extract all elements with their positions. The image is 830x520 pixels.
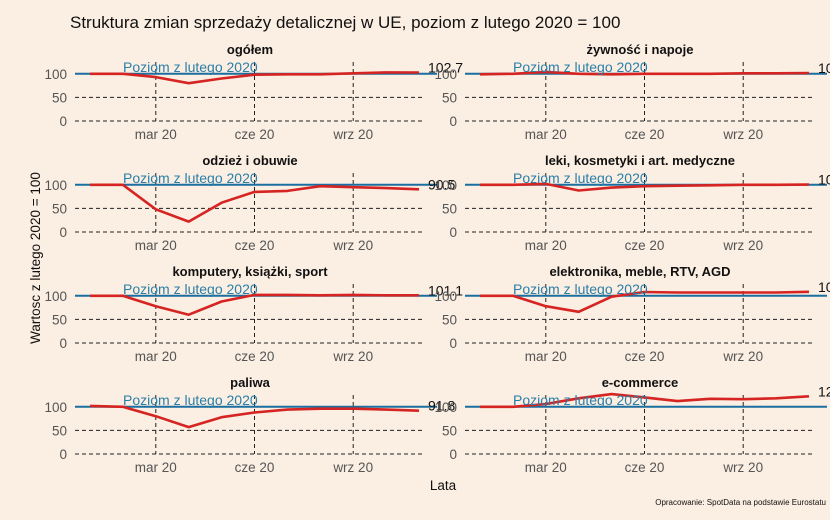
y-tick-label: 100 <box>44 289 67 304</box>
facet-title: ogółem <box>227 42 273 57</box>
reference-label: Poziom z lutego 2020 <box>123 392 258 408</box>
end-value-label: 91.8 <box>428 398 455 414</box>
y-tick-label: 100 <box>44 67 67 82</box>
x-tick-label: cze 20 <box>235 238 275 253</box>
series-line <box>480 290 810 314</box>
reference-label: Poziom z lutego 2020 <box>123 170 258 186</box>
x-tick-label: cze 20 <box>235 460 275 475</box>
x-tick-label: cze 20 <box>625 238 665 253</box>
y-tick-label: 50 <box>442 312 457 327</box>
x-tick-label: wrz 20 <box>722 238 763 253</box>
x-tick-label: mar 20 <box>135 460 177 475</box>
y-tick-label: 0 <box>449 336 457 351</box>
facet-title: paliwa <box>230 375 271 390</box>
y-tick-label: 0 <box>59 336 67 351</box>
end-value-label: 101.7 <box>818 60 830 76</box>
y-tick-label: 50 <box>52 90 67 105</box>
end-value-label: 122.2 <box>818 383 830 399</box>
series-line <box>90 183 420 223</box>
reference-label: Poziom z lutego 2020 <box>123 281 258 297</box>
x-tick-label: wrz 20 <box>722 349 763 364</box>
end-value-label: 108.4 <box>818 279 830 295</box>
x-tick-label: mar 20 <box>525 238 567 253</box>
x-tick-label: wrz 20 <box>332 349 373 364</box>
x-tick-label: cze 20 <box>235 349 275 364</box>
facet-panel: żywność i napoje 0 50 100 mar 20 cze 20 wrz 20… <box>434 42 830 142</box>
series-line <box>479 70 810 76</box>
end-value-label: 101.1 <box>428 282 463 298</box>
y-tick-label: 100 <box>434 289 457 304</box>
facet-panel: elektronika, meble, RTV, AGD 0 50 100 mar 20… <box>434 264 830 364</box>
facet-panel: komputery, książki, sport 0 50 100 mar 20 cze… <box>44 264 463 364</box>
y-tick-label: 0 <box>59 114 67 129</box>
x-tick-label: mar 20 <box>525 460 567 475</box>
y-tick-label: 100 <box>434 178 457 193</box>
series-line <box>90 293 419 317</box>
x-tick-label: mar 20 <box>135 127 177 142</box>
y-tick-label: 0 <box>449 225 457 240</box>
x-tick-label: mar 20 <box>525 349 567 364</box>
y-tick-label: 0 <box>59 447 67 462</box>
x-axis-label: Lata <box>430 478 457 493</box>
x-tick-label: wrz 20 <box>332 238 373 253</box>
y-tick-label: 0 <box>59 225 67 240</box>
x-tick-label: cze 20 <box>625 127 665 142</box>
facet-panel: ogółem 0 50 100 mar 20 cze 20 wrz 20 Poziom z l… <box>44 42 463 142</box>
facet-panel: odzież i obuwie 0 50 100 mar 20 cze 20 wrz 20 P… <box>44 153 455 253</box>
series-line <box>480 392 810 409</box>
y-tick-label: 0 <box>449 447 457 462</box>
x-tick-label: mar 20 <box>135 238 177 253</box>
x-tick-label: cze 20 <box>235 127 275 142</box>
y-tick-label: 50 <box>442 423 457 438</box>
x-tick-label: wrz 20 <box>722 127 763 142</box>
reference-label: Poziom z lutego 2020 <box>123 59 258 75</box>
y-tick-label: 50 <box>52 201 67 216</box>
x-tick-label: mar 20 <box>135 349 177 364</box>
facet-panel: leki, kosmetyki i art. medyczne 0 50 100 mar… <box>434 153 830 253</box>
facets: ogółem 0 50 100 mar 20 cze 20 wrz 20 Poziom z l… <box>44 42 830 475</box>
facet-title: leki, kosmetyki i art. medyczne <box>545 153 735 168</box>
facet-panel: e-commerce 0 50 100 mar 20 cze 20 wrz 20 Poziom… <box>434 375 830 475</box>
x-tick-label: wrz 20 <box>332 460 373 475</box>
series-line <box>480 182 810 192</box>
reference-label: Poziom z lutego 2020 <box>513 59 648 75</box>
y-tick-label: 50 <box>442 90 457 105</box>
y-tick-label: 50 <box>52 312 67 327</box>
facet-title: odzież i obuwie <box>202 153 297 168</box>
facet-title: żywność i napoje <box>587 42 694 57</box>
end-value-label: 100.4 <box>818 172 830 188</box>
end-value-label: 90.5 <box>428 176 455 192</box>
x-tick-label: mar 20 <box>525 127 567 142</box>
y-tick-label: 100 <box>44 178 67 193</box>
facet-title: e-commerce <box>602 375 679 390</box>
y-tick-label: 50 <box>52 423 67 438</box>
y-tick-label: 100 <box>434 400 457 415</box>
source-note: Opracowanie: SpotData na podstawie Euros… <box>655 498 826 507</box>
x-tick-label: cze 20 <box>625 460 665 475</box>
x-tick-label: wrz 20 <box>332 127 373 142</box>
facet-panel: paliwa 0 50 100 mar 20 cze 20 wrz 20 Poziom z l… <box>44 375 455 475</box>
y-tick-label: 100 <box>434 67 457 82</box>
x-tick-label: cze 20 <box>625 349 665 364</box>
y-axis-label: Wartosc z lutego 2020 = 100 <box>28 172 43 344</box>
y-tick-label: 100 <box>44 400 67 415</box>
chart-title: Struktura zmian sprzedaży detalicznej w … <box>70 13 620 32</box>
end-value-label: 102.7 <box>428 60 463 76</box>
y-tick-label: 0 <box>449 114 457 129</box>
reference-label: Poziom z lutego 2020 <box>513 392 648 408</box>
facet-title: elektronika, meble, RTV, AGD <box>549 264 730 279</box>
series-line <box>90 71 420 85</box>
reference-label: Poziom z lutego 2020 <box>513 170 648 186</box>
series-line <box>89 404 420 429</box>
reference-label: Poziom z lutego 2020 <box>513 281 648 297</box>
facet-title: komputery, książki, sport <box>172 264 328 279</box>
x-tick-label: wrz 20 <box>722 460 763 475</box>
y-tick-label: 50 <box>442 201 457 216</box>
